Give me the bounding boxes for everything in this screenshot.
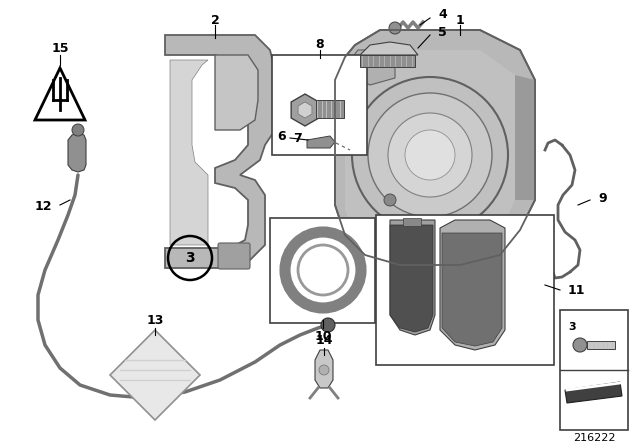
Polygon shape <box>110 330 200 420</box>
Text: 11: 11 <box>568 284 586 297</box>
Polygon shape <box>335 30 535 265</box>
Text: 13: 13 <box>147 314 164 327</box>
Bar <box>272 55 367 155</box>
Polygon shape <box>170 60 208 245</box>
Bar <box>376 215 554 365</box>
Text: 2: 2 <box>211 13 220 26</box>
Text: 6: 6 <box>278 129 286 142</box>
Polygon shape <box>350 50 395 85</box>
Polygon shape <box>390 225 433 332</box>
Circle shape <box>405 130 455 180</box>
Text: 10: 10 <box>314 329 332 343</box>
Polygon shape <box>298 102 312 118</box>
Bar <box>316 100 344 118</box>
Text: 5: 5 <box>438 26 447 39</box>
Polygon shape <box>565 382 622 403</box>
Circle shape <box>389 22 401 34</box>
Text: 3: 3 <box>568 322 575 332</box>
Polygon shape <box>315 350 333 388</box>
Circle shape <box>352 77 508 233</box>
Text: 8: 8 <box>316 38 324 51</box>
Bar <box>560 310 628 430</box>
Circle shape <box>72 124 84 136</box>
Polygon shape <box>307 136 335 148</box>
Bar <box>270 218 375 323</box>
Polygon shape <box>440 220 505 350</box>
Text: 7: 7 <box>294 132 302 145</box>
Circle shape <box>384 194 396 206</box>
Text: 1: 1 <box>456 13 465 26</box>
Text: 15: 15 <box>51 42 68 55</box>
Bar <box>587 341 615 349</box>
Circle shape <box>321 318 335 332</box>
Polygon shape <box>165 35 275 268</box>
Circle shape <box>368 93 492 217</box>
Polygon shape <box>390 220 435 335</box>
Circle shape <box>285 232 361 308</box>
Circle shape <box>573 338 587 352</box>
Polygon shape <box>68 133 86 172</box>
Text: 216222: 216222 <box>573 433 615 443</box>
Polygon shape <box>345 50 515 250</box>
FancyBboxPatch shape <box>218 243 250 269</box>
Text: 4: 4 <box>438 9 447 22</box>
Bar <box>360 55 415 67</box>
Text: 14: 14 <box>316 333 333 346</box>
Polygon shape <box>442 233 502 346</box>
Circle shape <box>298 245 348 295</box>
Polygon shape <box>291 94 319 126</box>
Circle shape <box>388 113 472 197</box>
Text: 12: 12 <box>35 201 52 214</box>
Text: 3: 3 <box>185 251 195 265</box>
Polygon shape <box>215 55 258 130</box>
Polygon shape <box>450 215 530 268</box>
Polygon shape <box>360 42 418 55</box>
Bar <box>403 218 421 226</box>
Text: 9: 9 <box>598 191 607 204</box>
Polygon shape <box>35 68 85 120</box>
Circle shape <box>319 365 329 375</box>
Polygon shape <box>515 75 535 200</box>
